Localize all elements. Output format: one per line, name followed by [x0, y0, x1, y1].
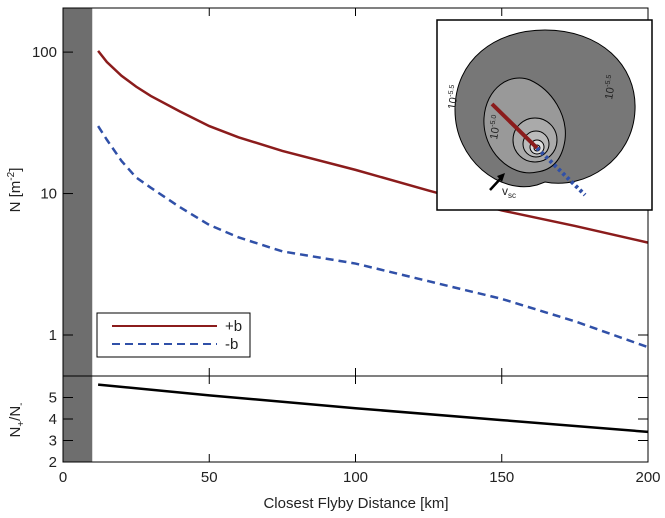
series-line: [97, 383, 649, 434]
plot-frame: [62, 375, 649, 463]
x-tick-label: 50: [201, 469, 218, 486]
x-axis-title: Closest Flyby Distance [km]: [263, 495, 448, 512]
contour-label: 10-5.0: [487, 114, 504, 140]
x-tick-label: 150: [489, 469, 514, 486]
minus-b-direction: [535, 146, 587, 197]
contour-label: 10-5.5: [445, 84, 462, 110]
contour-label: 10-5.5: [602, 74, 619, 100]
y-tick-label: 5: [49, 390, 57, 407]
x-tick-label: 0: [59, 469, 67, 486]
y-tick-label: 10: [40, 186, 57, 203]
legend-box: [96, 312, 251, 358]
y-tick-label: 1: [49, 327, 57, 344]
y-tick-label: 4: [49, 411, 57, 428]
x-tick-label: 100: [343, 469, 368, 486]
plus-b-direction: [490, 102, 539, 150]
legend-label: -b: [225, 336, 238, 353]
y-axis-title: N+/N-: [7, 402, 27, 437]
inset: 10-5.5 10-5.5 10-5.0 vsc: [436, 19, 653, 211]
arrow-head: [497, 173, 505, 182]
x-tick-label: 200: [635, 469, 660, 486]
y-tick-label: 3: [49, 433, 57, 450]
excluded-region: [63, 8, 93, 376]
y-tick-label: 100: [32, 44, 57, 61]
y-axis-title: N [m-2]: [6, 168, 24, 213]
series-line: [97, 125, 649, 349]
legend-label: +b: [225, 318, 242, 335]
velocity-label: vsc: [502, 184, 516, 200]
y-tick-label: 2: [49, 454, 57, 471]
